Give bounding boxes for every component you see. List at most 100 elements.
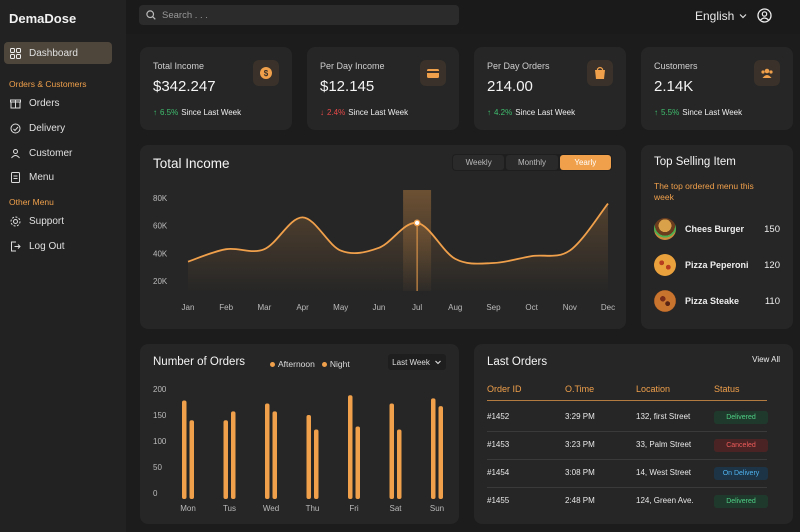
bar-night[interactable] [189, 420, 195, 499]
item-name: Chees Burger [685, 224, 745, 234]
stat-card-per-day-income: Per Day Income $12.145 ↓ 2.4% Since Last… [307, 47, 459, 130]
sidebar-item-label: Dashboard [29, 47, 78, 59]
bar-afternoon[interactable] [223, 420, 229, 499]
search-icon [146, 10, 156, 20]
bar-night[interactable] [272, 411, 278, 499]
tab-monthly[interactable]: Monthly [506, 155, 558, 170]
sidebar-item-orders[interactable]: Orders [4, 92, 112, 114]
status-badge: Delivered [714, 495, 768, 508]
search-bar[interactable] [139, 5, 459, 25]
orders-chart-title: Number of Orders [153, 356, 246, 368]
income-data-point[interactable] [413, 219, 421, 227]
svg-text:$: $ [264, 69, 269, 78]
income-series-line [187, 202, 609, 265]
bar-afternoon[interactable] [348, 395, 353, 499]
sidebar-item-label: Delivery [29, 122, 66, 134]
bar-afternoon[interactable] [182, 400, 187, 499]
top-selling-item[interactable]: Pizza Steake 110 [654, 289, 780, 313]
stat-title: Per Day Income [320, 61, 385, 71]
sidebar-item-dashboard[interactable]: Dashboard [4, 42, 112, 64]
coin-icon: $ [253, 60, 279, 86]
logout-icon [10, 241, 21, 252]
table-row[interactable]: #1455 2:48 PM 124, Green Ave. Delivered [474, 488, 780, 516]
bar-night[interactable] [314, 429, 319, 499]
orders-chart-card: Number of Orders Afternoon Night Last We… [140, 344, 459, 524]
arrow-up-icon: ↑ [654, 108, 658, 117]
order-time: 3:23 PM [565, 440, 595, 449]
top-selling-subtitle: The top ordered menu this week [654, 181, 754, 202]
sidebar-item-label: Customer [29, 147, 73, 159]
column-header-order-id: Order ID [487, 384, 522, 394]
total-income-card: Total Income Weekly Monthly Yearly 80K 60… [140, 145, 626, 329]
column-header-location: Location [636, 384, 671, 394]
x-tick-label: Tus [223, 504, 236, 513]
stat-value: $12.145 [320, 78, 375, 95]
y-tick-label: 150 [153, 411, 167, 420]
order-id: #1455 [487, 496, 510, 505]
stat-change: ↑ 5.5% Since Last Week [654, 108, 742, 117]
bar-night[interactable] [438, 406, 444, 499]
column-header-time: O.Time [565, 384, 595, 394]
x-tick-label: Mon [180, 504, 196, 513]
top-selling-card: Top Selling Item The top ordered menu th… [641, 145, 793, 329]
bar-afternoon[interactable] [306, 415, 312, 499]
stat-card-customers: Customers 2.14K ↑ 5.5% Since Last Week [641, 47, 793, 130]
bar-afternoon[interactable] [265, 403, 270, 499]
x-tick-label: Sat [389, 504, 402, 513]
item-count: 120 [764, 259, 780, 271]
period-dropdown[interactable]: Last Week [388, 354, 446, 370]
user-profile-button[interactable] [757, 8, 772, 28]
gear-icon [10, 216, 21, 227]
item-count: 110 [764, 295, 780, 307]
language-select[interactable]: English [695, 9, 748, 23]
row-divider [487, 487, 767, 488]
table-row[interactable]: #1454 3:08 PM 14, West Street On Deliver… [474, 460, 780, 488]
bar-night[interactable] [231, 411, 236, 499]
sidebar-item-customer[interactable]: Customer [4, 142, 112, 164]
tab-weekly[interactable]: Weekly [453, 155, 505, 170]
arrow-down-icon: ↓ [320, 108, 324, 117]
stat-card-per-day-orders: Per Day Orders 214.00 ↑ 4.2% Since Last … [474, 47, 626, 130]
y-tick-label: 60K [153, 222, 168, 231]
table-row[interactable]: #1452 3:29 PM 132, first Street Delivere… [474, 404, 780, 432]
last-orders-card: Last Orders View All Order ID O.Time Loc… [474, 344, 793, 524]
sidebar-item-support[interactable]: Support [4, 210, 112, 232]
bar-night[interactable] [355, 426, 361, 499]
stat-change-label: Since Last Week [181, 108, 242, 117]
row-divider [487, 431, 767, 432]
x-tick-label: Thu [306, 504, 320, 513]
view-all-link[interactable]: View All [752, 355, 780, 364]
bar-afternoon[interactable] [431, 398, 436, 499]
users-icon [754, 60, 780, 86]
top-selling-item[interactable]: Pizza Peperoni 120 [654, 253, 780, 277]
bar-night[interactable] [397, 429, 402, 499]
stat-change-label: Since Last Week [682, 108, 743, 117]
arrow-up-icon: ↑ [153, 108, 157, 117]
total-income-title: Total Income [153, 156, 230, 171]
income-area [188, 203, 608, 293]
sidebar: DemaDose Dashboard Orders & Customers Or… [0, 0, 126, 532]
burger-icon [654, 218, 676, 240]
x-tick-label: Feb [219, 303, 233, 312]
search-input[interactable] [162, 9, 442, 21]
row-divider [487, 459, 767, 460]
document-icon [10, 171, 21, 183]
sidebar-item-label: Support [29, 215, 65, 227]
sidebar-item-menu[interactable]: Menu [4, 166, 112, 188]
top-selling-item[interactable]: Chees Burger 150 [654, 217, 780, 241]
status-badge: Canceled [714, 439, 768, 452]
x-tick-label: Fri [349, 504, 359, 513]
table-row[interactable]: #1453 3:23 PM 33, Palm Street Canceled [474, 432, 780, 460]
tab-yearly[interactable]: Yearly [559, 155, 611, 170]
nav-section-orders-customers: Orders & Customers [9, 79, 87, 89]
stat-title: Total Income [153, 61, 205, 71]
sidebar-item-logout[interactable]: Log Out [4, 235, 112, 257]
sidebar-item-delivery[interactable]: Delivery [4, 117, 112, 139]
stat-change: ↑ 4.2% Since Last Week [487, 108, 575, 117]
chevron-down-icon [434, 360, 441, 365]
y-tick-label: 80K [153, 194, 168, 203]
bar-afternoon[interactable] [389, 403, 395, 499]
period-dropdown-label: Last Week [392, 357, 430, 367]
item-name: Pizza Steake [685, 296, 740, 306]
orders-bar-chart: 200 150 100 50 0 Mon Tus Wed Thu Fri Sat Sun [153, 385, 444, 513]
